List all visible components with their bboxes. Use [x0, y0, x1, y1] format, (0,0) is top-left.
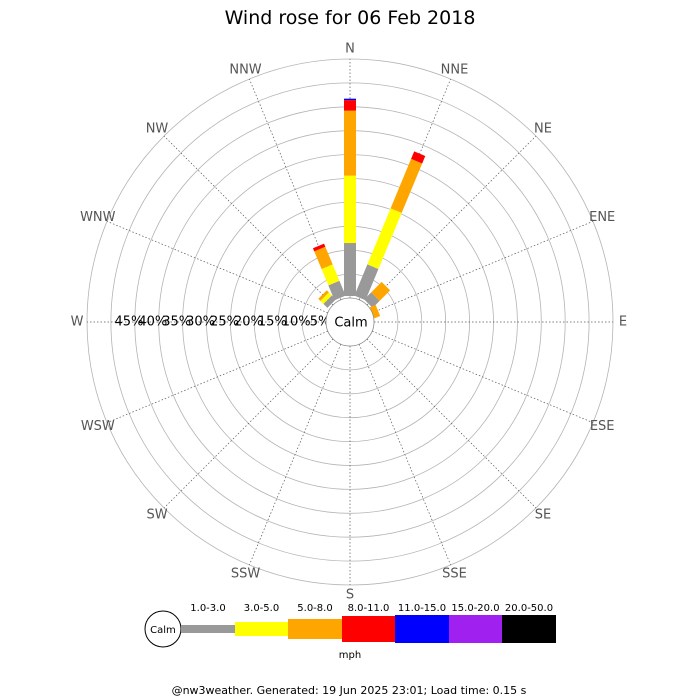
bar-ene	[369, 304, 381, 319]
spoke-se	[366, 338, 537, 509]
spoke-sse	[358, 344, 451, 566]
bar-segment-nnw-1	[321, 264, 340, 286]
ring-label: 40%	[138, 315, 167, 330]
bar-segment-nw-0	[323, 295, 336, 308]
calm-label: Calm	[334, 316, 367, 331]
bar-ne	[364, 281, 391, 308]
legend-label-5: 15.0-20.0	[451, 603, 499, 614]
legend-label-0: 1.0-3.0	[190, 603, 225, 614]
legend-calm-label: Calm	[150, 625, 176, 636]
direction-label-ene: ENE	[589, 210, 615, 225]
bar-segment-n-4	[344, 98, 356, 101]
bar-nnw	[312, 243, 346, 301]
legend-swatch-3	[342, 616, 395, 642]
chart-title: Wind rose for 06 Feb 2018	[225, 7, 476, 29]
speed-legend: Calm 1.0-3.0 3.0-5.0 5.0-8.0 8.0-11.0 11.0-15…	[144, 603, 556, 648]
direction-label-nne: NNE	[441, 62, 469, 77]
spoke-wsw	[106, 330, 328, 423]
bar-segment-nnw-2	[314, 246, 333, 270]
direction-label-nw: NW	[146, 122, 169, 137]
bar-segment-nne-3	[411, 151, 426, 164]
ring-label: 30%	[186, 315, 215, 330]
legend-label-3: 8.0-11.0	[348, 603, 390, 614]
bar-segment-nnw-3	[312, 243, 326, 252]
bar-nne	[354, 151, 426, 301]
direction-label-sse: SSE	[442, 567, 467, 582]
bar-segment-nne-1	[367, 208, 402, 270]
ring-labels: 5%10%15%20%25%30%35%40%45%	[114, 315, 330, 330]
legend-swatch-5	[449, 615, 502, 643]
direction-label-ese: ESE	[590, 419, 615, 434]
legend-swatch-1	[235, 622, 288, 636]
legend-label-1: 3.0-5.0	[244, 603, 279, 614]
direction-label-wsw: WSW	[81, 419, 115, 434]
spoke-nw	[163, 135, 334, 306]
legend-label-6: 20.0-50.0	[505, 603, 553, 614]
spoke-ene	[372, 221, 594, 314]
legend-swatch-0	[181, 625, 235, 633]
direction-label-nnw: NNW	[229, 62, 261, 77]
direction-labels: N NNE NE ENE E ESE SE SSE S SSW SW WSW W WNW NW NNW	[71, 42, 628, 603]
legend-swatch-4	[395, 615, 449, 643]
legend-label-4: 11.0-15.0	[398, 603, 446, 614]
legend-label-2: 5.0-8.0	[297, 603, 332, 614]
spoke-ne	[366, 135, 537, 306]
direction-label-ne: NE	[534, 122, 552, 137]
bar-segment-n-3	[344, 100, 356, 111]
direction-label-se: SE	[535, 508, 551, 523]
wind-bars	[312, 98, 426, 319]
bar-segment-nne-2	[390, 158, 423, 213]
ring-label: 5%	[310, 315, 331, 330]
bar-n	[344, 98, 356, 296]
footer-text: @nw3weather. Generated: 19 Jun 2025 23:0…	[172, 684, 527, 697]
spoke-wnw	[106, 221, 328, 314]
bar-segment-nne-0	[354, 264, 379, 301]
direction-label-w: W	[71, 315, 84, 330]
bar-segment-nnw-0	[328, 280, 346, 301]
legend-swatch-2	[288, 619, 342, 639]
ring-label: 25%	[210, 315, 239, 330]
ring-label: 10%	[282, 315, 311, 330]
ring-label: 15%	[258, 315, 287, 330]
bar-nw	[318, 290, 336, 308]
bar-segment-n-1	[344, 175, 356, 244]
direction-label-n: N	[345, 42, 355, 57]
direction-label-wnw: WNW	[80, 210, 116, 225]
spoke-ese	[372, 330, 594, 423]
direction-label-ssw: SSW	[231, 567, 261, 582]
direction-label-sw: SW	[146, 508, 167, 523]
direction-label-s: S	[346, 588, 354, 603]
bar-segment-nw-2	[318, 290, 329, 301]
bar-segment-ne-0	[364, 292, 380, 308]
ring-label: 35%	[162, 315, 191, 330]
bar-segment-n-2	[344, 110, 356, 176]
bar-segment-nw-1	[320, 292, 332, 304]
spoke-ssw	[249, 344, 342, 566]
bar-segment-ene-2	[369, 304, 381, 319]
calm-circle	[325, 297, 375, 347]
bar-segment-ne-2	[371, 281, 391, 301]
legend-swatch-6	[502, 615, 556, 643]
ring-label: 45%	[114, 315, 143, 330]
spoke-sw	[163, 338, 334, 509]
direction-label-e: E	[619, 315, 627, 330]
bar-segment-n-0	[344, 243, 356, 296]
grid-ring	[110, 82, 590, 562]
legend-units: mph	[339, 650, 361, 661]
ring-label: 20%	[234, 315, 263, 330]
